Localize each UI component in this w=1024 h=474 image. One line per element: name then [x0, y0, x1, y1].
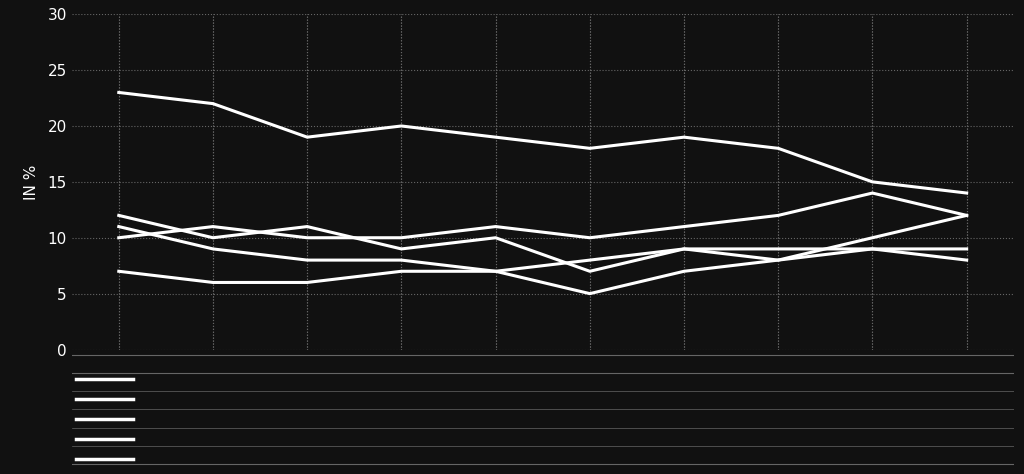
Y-axis label: IN %: IN %: [25, 164, 39, 200]
